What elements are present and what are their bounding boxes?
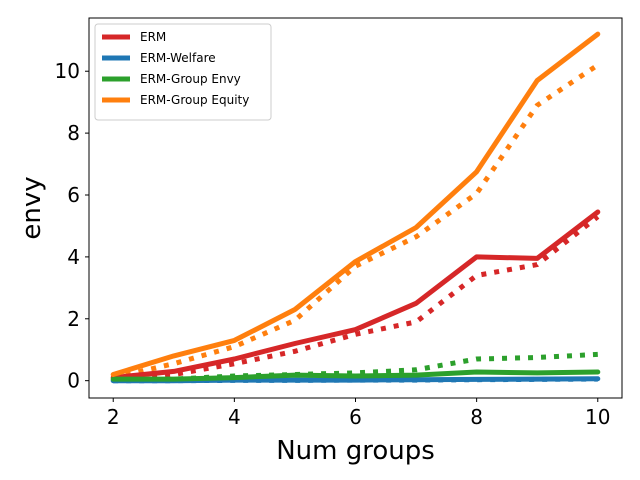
legend-box xyxy=(94,23,272,121)
y-tick-label-10: 10 xyxy=(55,59,80,83)
legend-label-erm-group-envy: ERM-Group Envy xyxy=(140,72,241,86)
legend-label-erm-welfare: ERM-Welfare xyxy=(140,51,216,65)
y-tick-label-6: 6 xyxy=(67,183,80,207)
series-line-unnamed-4-dotted xyxy=(113,214,600,382)
x-tick-label-8: 8 xyxy=(470,405,483,429)
x-tick-label-10: 10 xyxy=(585,405,610,429)
y-tick-label-4: 4 xyxy=(67,245,80,269)
series-line-unnamed-7-dotted xyxy=(112,62,600,381)
x-tick-label-2: 2 xyxy=(107,405,120,429)
y-axis-label: envy xyxy=(17,176,47,239)
series-layer xyxy=(110,31,601,384)
y-tick-label-2: 2 xyxy=(67,307,80,331)
tick-layer: 2 4 6 8 10 0 2 4 6 8 10 xyxy=(55,59,611,429)
series-line-erm-solid xyxy=(110,209,601,381)
legend: ERM ERM-Welfare ERM-Group Envy ERM-Group Eq… xyxy=(94,23,272,121)
y-tick-label-8: 8 xyxy=(67,121,80,145)
series-line-erm-group-envy-solid xyxy=(110,369,601,382)
x-axis-label: Num groups xyxy=(276,436,435,466)
legend-label-erm: ERM xyxy=(140,30,166,44)
x-tick-label-4: 4 xyxy=(228,405,241,429)
series-line-erm-group-equity-solid xyxy=(110,31,601,377)
x-tick-label-6: 6 xyxy=(349,405,362,429)
y-tick-label-0: 0 xyxy=(67,369,80,393)
legend-label-erm-group-equity: ERM-Group Equity xyxy=(140,93,249,107)
